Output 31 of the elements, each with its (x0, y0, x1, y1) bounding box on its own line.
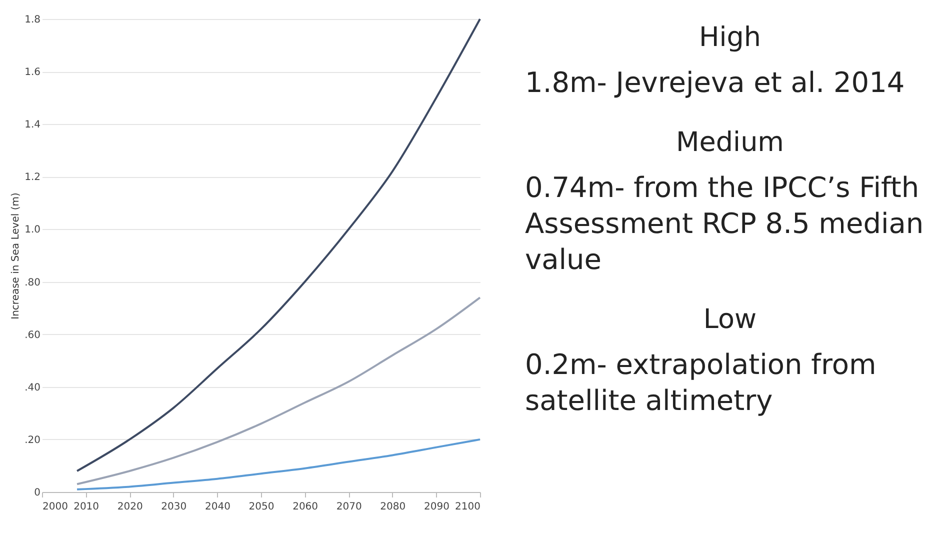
x-tick-label: 2000 (42, 502, 68, 512)
y-tick-label: .20 (24, 434, 40, 446)
y-tick-label: .40 (24, 382, 40, 394)
y-axis-title: Increase in Sea Level (m) (10, 192, 22, 320)
x-tick-label: 2100 (455, 502, 480, 512)
x-tick-label: 2090 (424, 502, 450, 512)
x-tick-label: 2030 (161, 502, 187, 512)
y-tick-label: 1.0 (24, 224, 40, 236)
text: Low (702, 304, 758, 335)
line-series (76, 296, 481, 486)
x-tick-label: 2040 (204, 502, 230, 512)
text: 0.74m- from the IPCC’s Fifth Assessment RCP 8.5 median value (525, 170, 925, 278)
line-series (76, 438, 481, 490)
y-tick-label: 0 (34, 488, 40, 498)
x-tick-label: 2070 (336, 502, 362, 512)
y-tick-label: .80 (24, 277, 40, 288)
x-tick-label: 2050 (248, 502, 274, 512)
x-tick-label: 2020 (117, 502, 143, 512)
y-tick-label: .60 (24, 330, 40, 341)
y-tick-label: 1.8 (24, 14, 40, 26)
text: Medium (675, 127, 785, 158)
y-tick-label: 1.4 (24, 120, 40, 131)
text: 1.8m- Jevrejeva et al. 2014 (525, 65, 906, 101)
y-tick-label: 1.6 (24, 67, 40, 78)
x-tick-label: 2060 (292, 502, 318, 512)
y-tick-label: 1.2 (24, 172, 40, 184)
x-tick-label: 2080 (380, 502, 406, 512)
line-series (76, 18, 481, 472)
x-tick-label: 2010 (74, 502, 100, 512)
text: High (698, 22, 762, 53)
text: 0.2m- extrapolation from satellite altimetry (525, 347, 878, 419)
